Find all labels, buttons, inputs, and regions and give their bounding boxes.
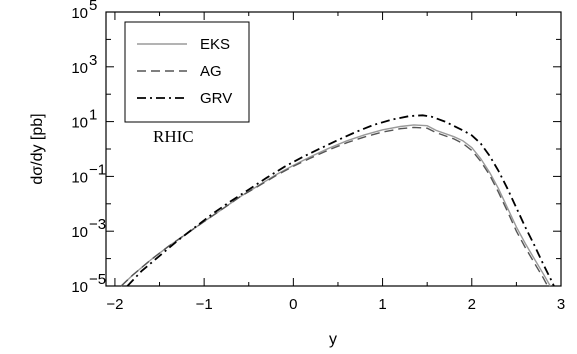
x-tick-label: 0	[289, 296, 297, 313]
y-tick-label: 10	[71, 279, 88, 296]
y-tick-label: 10	[71, 5, 88, 22]
y-tick-label: 10	[71, 224, 88, 241]
x-axis-title: y	[329, 331, 337, 348]
y-axis-title: dσ/dy [pb]	[29, 113, 46, 184]
y-tick-exponent: 1	[89, 107, 97, 124]
x-tick-label: −2	[106, 296, 123, 313]
y-tick-label: 10	[71, 115, 88, 132]
series-line-grv	[126, 114, 555, 287]
y-tick-exponent: 5	[89, 0, 97, 14]
x-tick-label: 1	[378, 296, 386, 313]
y-tick-label: 10	[71, 60, 88, 77]
legend-label-ag: AG	[200, 63, 222, 80]
x-tick-label: 3	[557, 296, 565, 313]
x-tick-label: 2	[468, 296, 476, 313]
y-tick-exponent: 3	[89, 52, 97, 69]
legend-box	[124, 21, 250, 123]
x-axis-ticks: −2 −1 0 1 2 3	[106, 12, 565, 313]
series-layer	[120, 114, 555, 287]
series-line-eks	[120, 124, 551, 287]
x-tick-label: −1	[196, 296, 213, 313]
legend-label-grv: GRV	[200, 90, 232, 107]
y-tick-label: 10	[71, 169, 88, 186]
series-line-ag	[120, 126, 549, 287]
y-tick-exponent: −5	[89, 271, 106, 288]
y-tick-exponent: −3	[89, 216, 106, 233]
y-tick-exponent: −1	[89, 161, 106, 178]
annotation-rhic: RHIC	[153, 127, 194, 146]
legend-label-eks: EKS	[200, 36, 230, 53]
